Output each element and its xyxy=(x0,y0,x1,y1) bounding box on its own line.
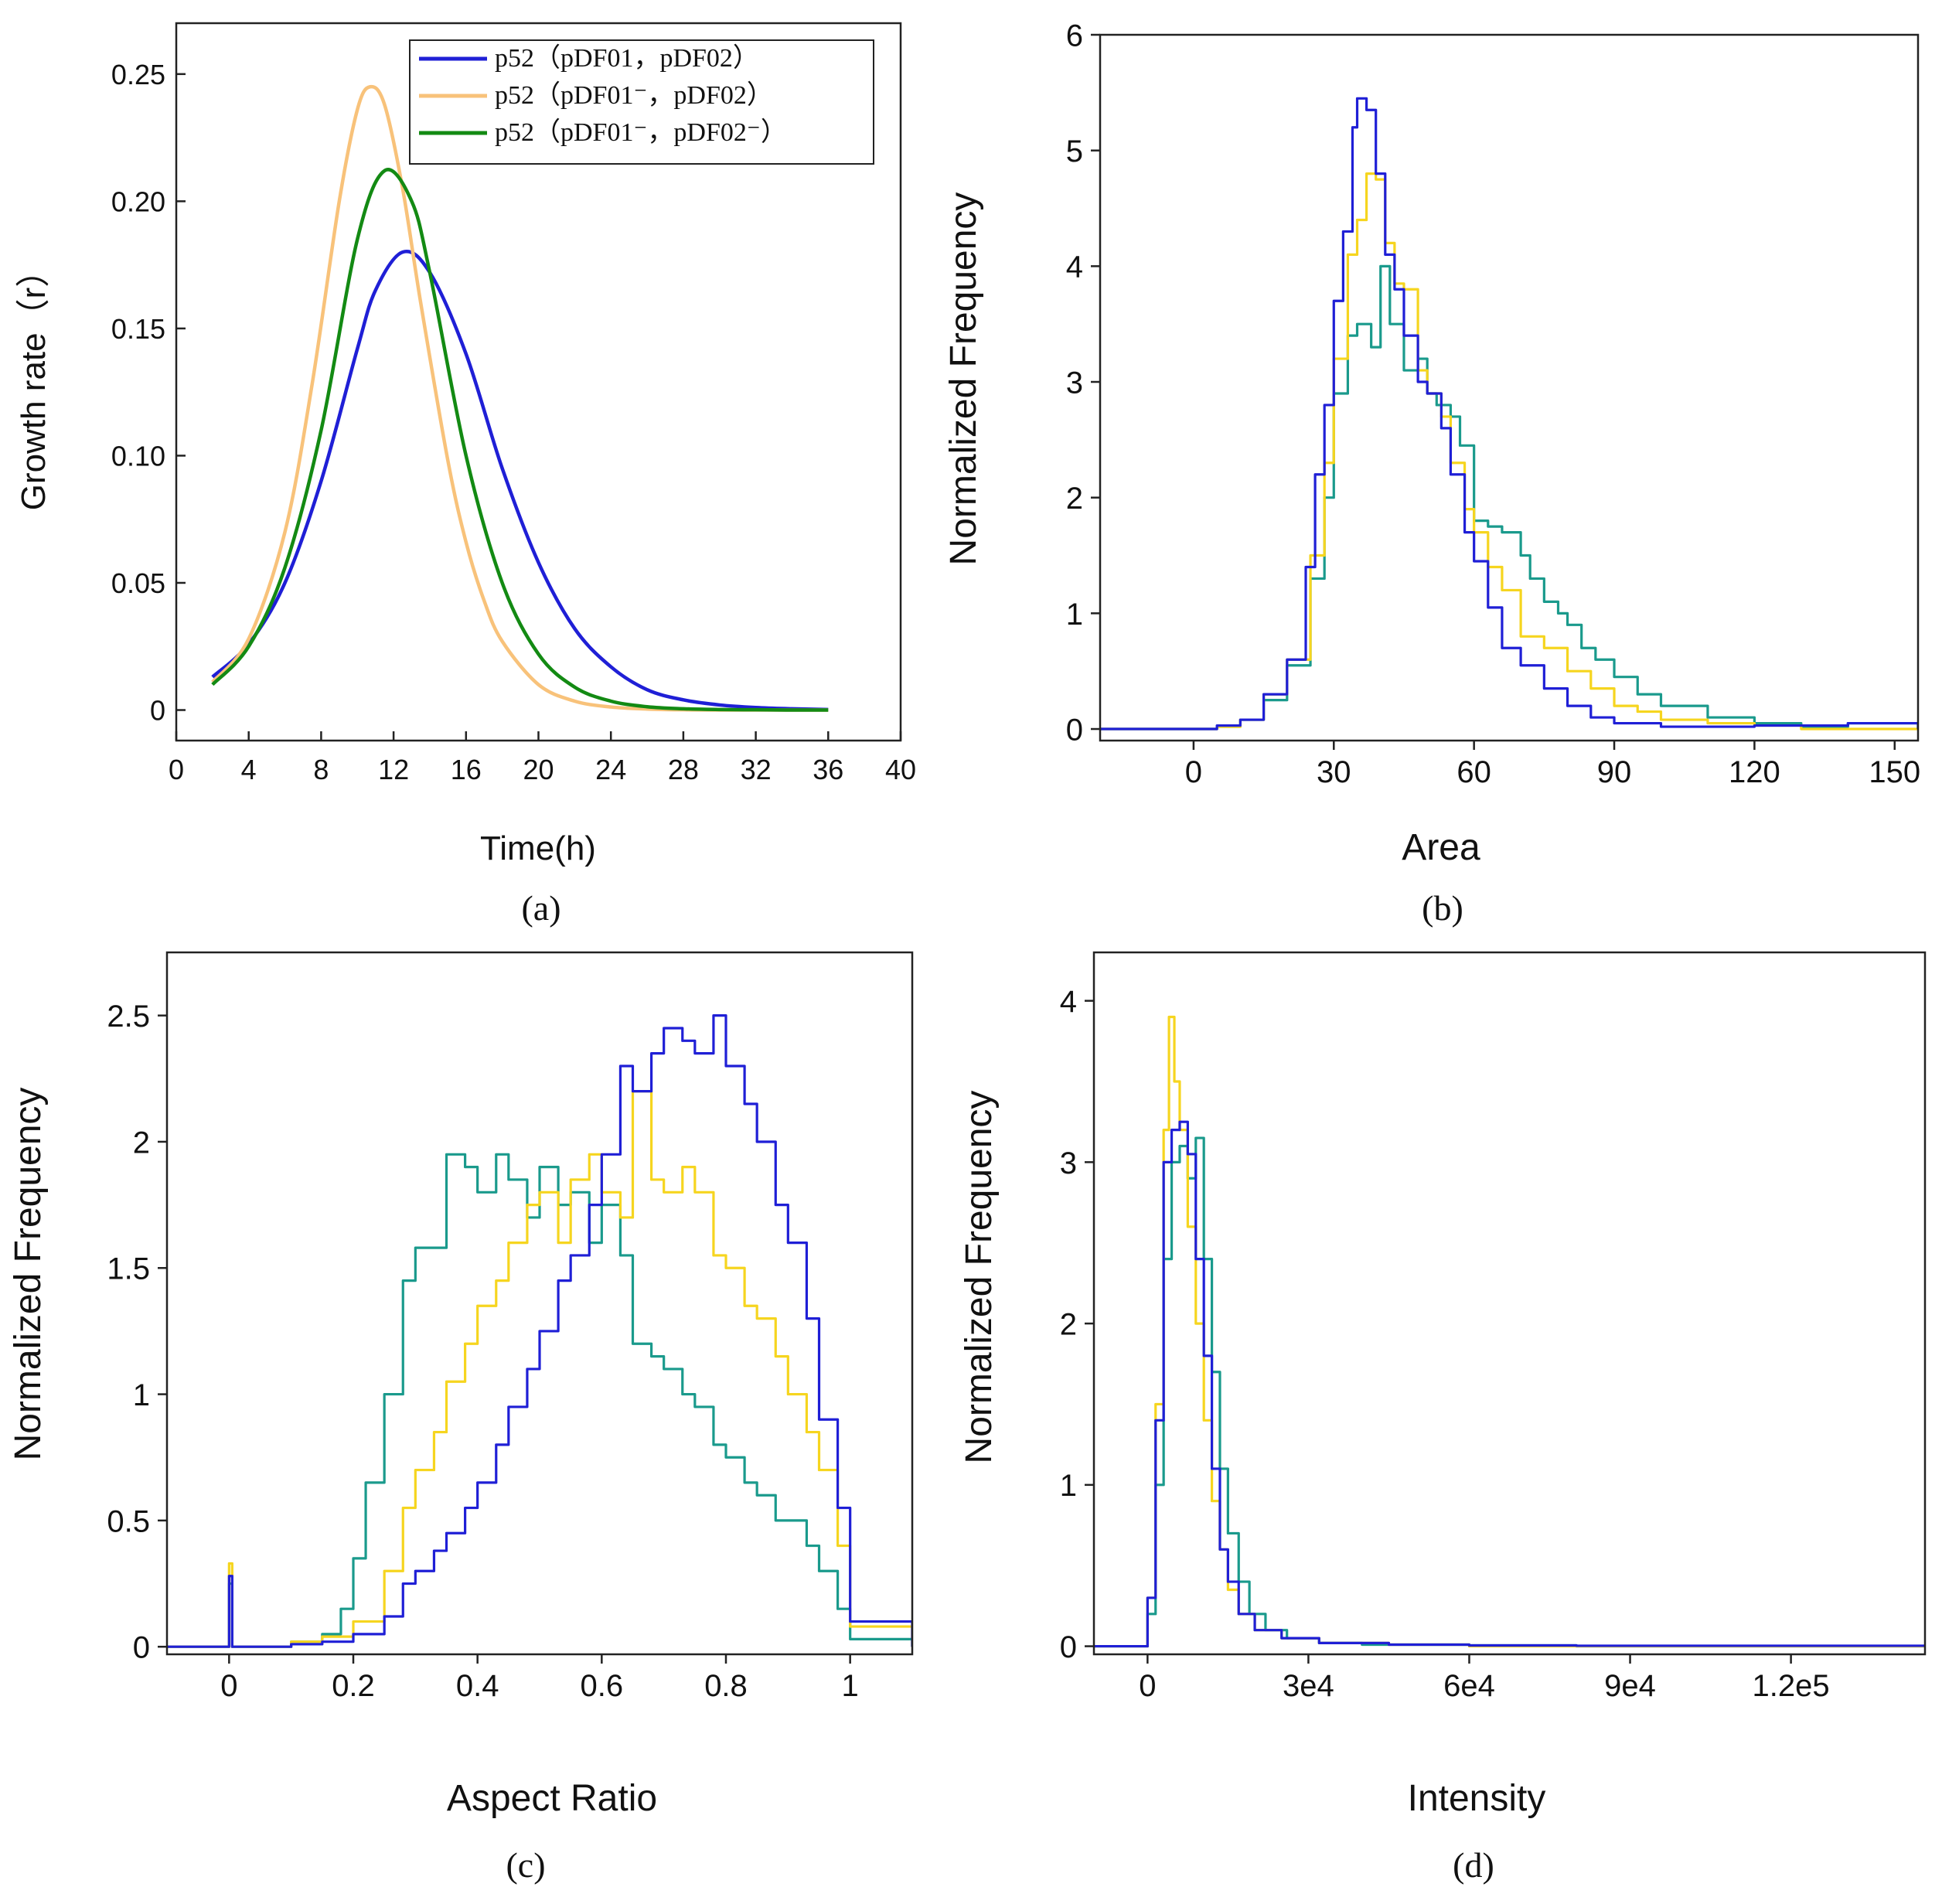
y-tick-label-b: 3 xyxy=(1066,366,1083,400)
y-tick-label-d: 3 xyxy=(1060,1146,1077,1180)
series-group-c xyxy=(167,1014,912,1648)
y-tick-label-a: 0 xyxy=(150,694,165,726)
x-tick-label-b: 60 xyxy=(1456,755,1491,789)
x-tick-label-d: 0 xyxy=(1139,1669,1156,1703)
y-tick-label-b: 5 xyxy=(1066,135,1083,169)
x-tick-label-b: 120 xyxy=(1729,755,1780,789)
series-c-blue xyxy=(167,1014,912,1648)
y-tick-label-b: 6 xyxy=(1066,19,1083,53)
y-tick-label-d: 0 xyxy=(1060,1630,1077,1664)
x-tick-label-c: 0.6 xyxy=(581,1669,624,1703)
x-tick-label-a: 4 xyxy=(241,754,257,785)
x-tick-label-a: 40 xyxy=(885,754,916,785)
y-axis-label-c: Normalized Frequency xyxy=(8,1088,49,1461)
legend-a: p52（pDF01，pDF02） p52（pDF01⁻，pDF02） p52（pDF… xyxy=(409,39,874,165)
x-tick-label-c: 0.4 xyxy=(456,1669,499,1703)
x-tick-label-a: 12 xyxy=(378,754,409,785)
x-axis-label-b: Area xyxy=(1402,827,1480,868)
x-tick-label-a: 0 xyxy=(169,754,184,785)
series-a-p52-pdf01-pdf02- xyxy=(211,250,829,712)
series-a-p52-pdf01-pdf02- xyxy=(211,84,829,712)
y-tick-label-a: 0.05 xyxy=(111,567,165,599)
panel-c: 0 0.2 0.4 0.6 0.8 1 0 0.5 1 1.5 2 2.5 Aspect Ratio No… xyxy=(8,951,914,1885)
y-tick-label-d: 4 xyxy=(1060,985,1077,1019)
y-tick-label-b: 4 xyxy=(1066,250,1083,284)
x-tick-label-d: 1.2e5 xyxy=(1753,1669,1830,1703)
panel-d: 0 3e4 6e4 9e4 1.2e5 0 1 2 3 4 Intensity Normalized … xyxy=(959,951,1927,1885)
y-tick-label-d: 1 xyxy=(1060,1469,1077,1503)
y-tick-label-c: 0 xyxy=(133,1631,150,1665)
panel-tag-a: (a) xyxy=(521,888,560,928)
series-d-blue xyxy=(1094,1120,1925,1648)
x-tick-label-a: 16 xyxy=(451,754,482,785)
x-axis-label-d: Intensity xyxy=(1408,1778,1546,1819)
y-tick-label-c: 1.5 xyxy=(107,1252,150,1286)
series-c-yellow xyxy=(167,1090,912,1648)
x-tick-label-a: 8 xyxy=(313,754,329,785)
legend-box xyxy=(409,39,874,165)
y-axis-label-a: Growth rate（r） xyxy=(15,254,53,511)
y-tick-label-c: 2 xyxy=(133,1126,150,1160)
panel-tag-d: (d) xyxy=(1453,1845,1494,1885)
x-tick-label-c: 0.8 xyxy=(704,1669,748,1703)
y-tick-label-d: 2 xyxy=(1060,1307,1077,1341)
x-tick-label-a: 32 xyxy=(741,754,772,785)
x-tick-label-a: 28 xyxy=(668,754,699,785)
panel-tag-b: (b) xyxy=(1422,888,1463,928)
axes-frame-c xyxy=(165,951,914,1656)
x-tick-label-a: 20 xyxy=(523,754,554,785)
panel-a: 0 4 8 12 16 20 24 28 32 36 40 0 0.05 0.10 0.15 0.20 0.25… xyxy=(15,22,916,928)
y-tick-label-b: 0 xyxy=(1066,713,1083,747)
plot-area-a: 0 4 8 12 16 20 24 28 32 36 40 0 0.05 0.10 0.15 0.20 0.25… xyxy=(15,22,916,867)
y-axis-label-d: Normalized Frequency xyxy=(959,1091,1000,1464)
x-tick-label-a: 36 xyxy=(813,754,843,785)
y-tick-label-b: 1 xyxy=(1066,598,1083,632)
legend-label: p52（pDF01⁻，pDF02⁻） xyxy=(495,118,787,147)
series-b-blue xyxy=(1100,97,1918,731)
series-group-a xyxy=(211,84,829,712)
y-tick-label-b: 2 xyxy=(1066,482,1083,516)
x-tick-label-c: 1 xyxy=(842,1669,859,1703)
y-tick-label-a: 0.15 xyxy=(111,313,165,345)
x-tick-label-a: 24 xyxy=(595,754,626,785)
x-tick-label-d: 6e4 xyxy=(1443,1669,1495,1703)
y-tick-label-c: 2.5 xyxy=(107,1000,150,1034)
series-d-yellow xyxy=(1094,1015,1925,1648)
y-axis-label-b: Normalized Frequency xyxy=(943,192,984,566)
y-tick-label-a: 0.10 xyxy=(111,440,165,472)
x-tick-label-b: 0 xyxy=(1185,755,1202,789)
x-tick-label-b: 150 xyxy=(1869,755,1920,789)
y-tick-label-c: 1 xyxy=(133,1378,150,1412)
plot-area-c: 0 0.2 0.4 0.6 0.8 1 0 0.5 1 1.5 2 2.5 Aspect Ratio No… xyxy=(8,951,914,1819)
series-group-b xyxy=(1100,97,1918,731)
axes-frame-d xyxy=(1092,951,1927,1656)
y-tick-label-c: 0.5 xyxy=(107,1504,150,1538)
y-tick-label-a: 0.20 xyxy=(111,186,165,217)
y-tick-label-a: 0.25 xyxy=(111,59,165,90)
x-tick-label-d: 3e4 xyxy=(1283,1669,1334,1703)
series-d-teal xyxy=(1094,1136,1925,1648)
x-tick-label-d: 9e4 xyxy=(1604,1669,1656,1703)
x-axis-label-c: Aspect Ratio xyxy=(447,1778,657,1819)
x-axis-label-a: Time(h) xyxy=(480,829,596,867)
legend-label: p52（pDF01，pDF02） xyxy=(495,43,759,73)
x-tick-label-c: 0.2 xyxy=(332,1669,375,1703)
plot-area-d: 0 3e4 6e4 9e4 1.2e5 0 1 2 3 4 Intensity Normalized … xyxy=(959,951,1927,1819)
series-c-teal xyxy=(167,1153,912,1648)
legend-label: p52（pDF01⁻，pDF02） xyxy=(495,80,773,110)
panel-tag-c: (c) xyxy=(506,1845,545,1885)
x-tick-label-b: 90 xyxy=(1597,755,1632,789)
series-group-d xyxy=(1094,1015,1925,1648)
x-tick-label-c: 0 xyxy=(220,1669,237,1703)
series-b-yellow xyxy=(1100,172,1918,731)
series-b-teal xyxy=(1100,264,1918,731)
x-tick-label-b: 30 xyxy=(1317,755,1351,789)
plot-area-b: 0 30 60 90 120 150 0 1 2 3 4 5 6 Area Normalized Frequ… xyxy=(943,19,1920,868)
series-a-p52-pdf01-pdf02- xyxy=(211,168,829,712)
panel-b: 0 30 60 90 120 150 0 1 2 3 4 5 6 Area Normalized Frequ… xyxy=(943,19,1920,928)
axes-frame-b xyxy=(1099,33,1920,742)
